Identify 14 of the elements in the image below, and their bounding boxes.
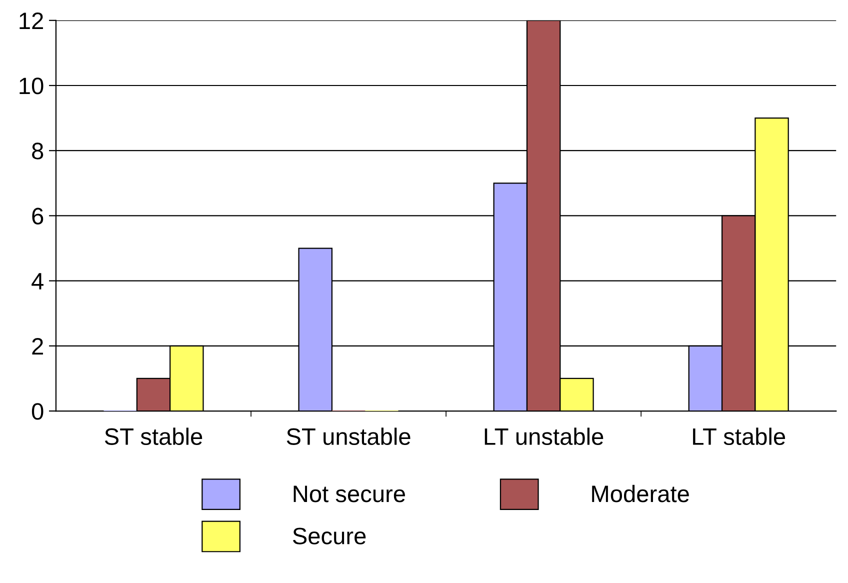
y-tick-label: 4 bbox=[32, 273, 44, 290]
y-tick-label: 12 bbox=[20, 12, 43, 29]
y-tick-label: 8 bbox=[32, 142, 44, 160]
y-tick-label: 10 bbox=[20, 78, 44, 94]
legend-label: Moderate bbox=[592, 484, 689, 502]
x-tick-label: ST unstable bbox=[286, 428, 410, 446]
legend-label: Not secure bbox=[294, 486, 405, 502]
y-tick-label: 0 bbox=[32, 403, 44, 420]
legend-label: Secure bbox=[292, 528, 366, 544]
y-tick-label: 6 bbox=[32, 208, 44, 224]
x-tick-label: ST stable bbox=[104, 428, 202, 446]
x-tick-label: LT unstable bbox=[484, 428, 604, 446]
x-tick-label: LT stable bbox=[693, 428, 786, 446]
y-tick-label: 2 bbox=[32, 338, 43, 354]
